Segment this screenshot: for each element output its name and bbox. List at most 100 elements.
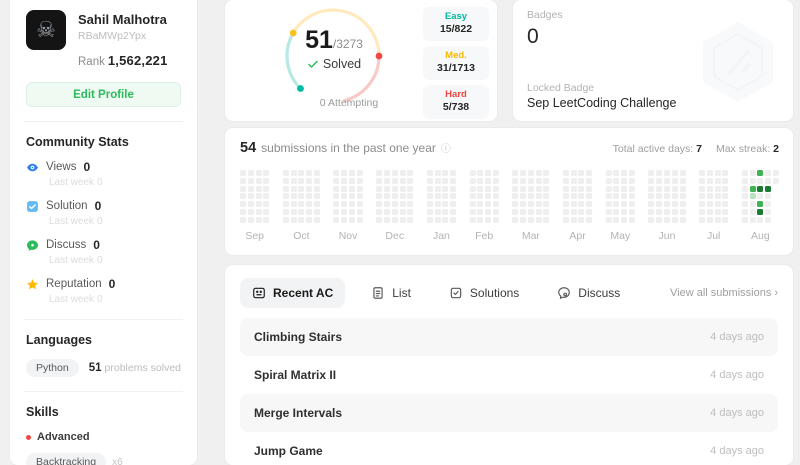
heatmap-cell[interactable] [255,193,262,200]
heatmap-cell[interactable] [247,208,254,215]
tab-discuss[interactable]: Discuss [545,278,632,308]
heatmap-cell[interactable] [407,208,414,215]
heatmap-cell[interactable] [376,185,383,192]
heatmap-cell[interactable] [356,216,363,223]
heatmap-cell[interactable] [383,193,390,200]
heatmap-cell[interactable] [570,201,577,208]
heatmap-cell[interactable] [714,185,721,192]
heatmap-cell[interactable] [348,193,355,200]
heatmap-cell[interactable] [426,193,433,200]
tab-list[interactable]: List [359,278,423,308]
heatmap-cell[interactable] [605,201,612,208]
skill-tag[interactable]: Backtracking [26,453,107,465]
heatmap-cell[interactable] [664,208,671,215]
heatmap-cell[interactable] [492,170,499,176]
heatmap-cell[interactable] [543,208,550,215]
heatmap-cell[interactable] [562,193,569,200]
heatmap-cell[interactable] [333,177,340,184]
heatmap-cell[interactable] [749,185,756,192]
heatmap-cell[interactable] [699,201,705,208]
heatmap-cell[interactable] [477,177,484,184]
heatmap-cell[interactable] [570,208,577,215]
heatmap-cell[interactable] [773,186,779,192]
heatmap-cell[interactable] [492,193,499,200]
heatmap-cell[interactable] [469,208,476,215]
edit-profile-button[interactable]: Edit Profile [26,82,181,107]
heatmap-cell[interactable] [605,177,612,184]
heatmap-cell[interactable] [383,216,390,223]
heatmap-cell[interactable] [714,216,721,223]
heatmap-cell[interactable] [376,216,383,223]
heatmap-cell[interactable] [765,193,772,200]
heatmap-cell[interactable] [757,177,764,184]
heatmap-cell[interactable] [341,193,348,200]
heatmap-cell[interactable] [656,208,663,215]
heatmap-cell[interactable] [240,193,246,200]
heatmap-cell[interactable] [613,177,620,184]
heatmap-cell[interactable] [290,185,297,192]
heatmap-cell[interactable] [714,208,721,215]
heatmap-cell[interactable] [527,185,534,192]
heatmap-cell[interactable] [477,216,484,223]
heatmap-cell[interactable] [562,201,569,208]
heatmap-cell[interactable] [535,170,542,176]
heatmap-cell[interactable] [399,201,406,208]
heatmap-cell[interactable] [313,185,320,192]
heatmap-cell[interactable] [399,185,406,192]
heatmap-cell[interactable] [671,185,678,192]
heatmap-cell[interactable] [485,185,492,192]
heatmap-cell[interactable] [621,177,628,184]
heatmap-cell[interactable] [442,170,449,176]
heatmap-cell[interactable] [341,201,348,208]
heatmap-cell[interactable] [656,170,663,176]
heatmap-cell[interactable] [741,208,748,215]
heatmap-cell[interactable] [313,170,320,176]
heatmap-cell[interactable] [671,208,678,215]
heatmap-cell[interactable] [757,185,764,192]
heatmap-cell[interactable] [240,216,246,223]
heatmap-cell[interactable] [757,208,764,215]
heatmap-cell[interactable] [578,208,585,215]
heatmap-cell[interactable] [469,216,476,223]
heatmap-cell[interactable] [648,216,655,223]
heatmap-cell[interactable] [679,216,686,223]
heatmap-cell[interactable] [629,201,636,208]
heatmap-cell[interactable] [255,208,262,215]
heatmap-cell[interactable] [722,177,729,184]
heatmap-cell[interactable] [306,185,313,192]
heatmap-cell[interactable] [356,170,363,176]
heatmap-cell[interactable] [477,201,484,208]
heatmap-cell[interactable] [282,208,289,215]
heatmap-cell[interactable] [520,216,527,223]
heatmap-cell[interactable] [765,208,772,215]
heatmap-cell[interactable] [613,201,620,208]
heatmap-cell[interactable] [341,177,348,184]
heatmap-cell[interactable] [578,201,585,208]
heatmap-cell[interactable] [290,170,297,176]
heatmap-cell[interactable] [485,193,492,200]
heatmap-cell[interactable] [450,201,457,208]
heatmap-cell[interactable] [765,185,772,192]
heatmap-cell[interactable] [263,193,270,200]
heatmap-cell[interactable] [313,216,320,223]
heatmap-cell[interactable] [773,209,779,215]
heatmap-cell[interactable] [648,193,655,200]
heatmap-cell[interactable] [699,185,705,192]
heatmap-cell[interactable] [722,208,729,215]
heatmap-cell[interactable] [391,201,398,208]
heatmap-cell[interactable] [298,185,305,192]
heatmap-cell[interactable] [664,185,671,192]
heatmap-cell[interactable] [469,177,476,184]
heatmap-cell[interactable] [247,193,254,200]
heatmap-cell[interactable] [407,216,414,223]
heatmap-cell[interactable] [671,193,678,200]
heatmap-cell[interactable] [333,170,340,176]
heatmap-cell[interactable] [469,193,476,200]
heatmap-cell[interactable] [282,193,289,200]
heatmap-cell[interactable] [520,185,527,192]
heatmap-cell[interactable] [290,208,297,215]
heatmap-cell[interactable] [648,177,655,184]
heatmap-cell[interactable] [306,177,313,184]
heatmap-cell[interactable] [757,170,764,176]
heatmap-cell[interactable] [469,201,476,208]
